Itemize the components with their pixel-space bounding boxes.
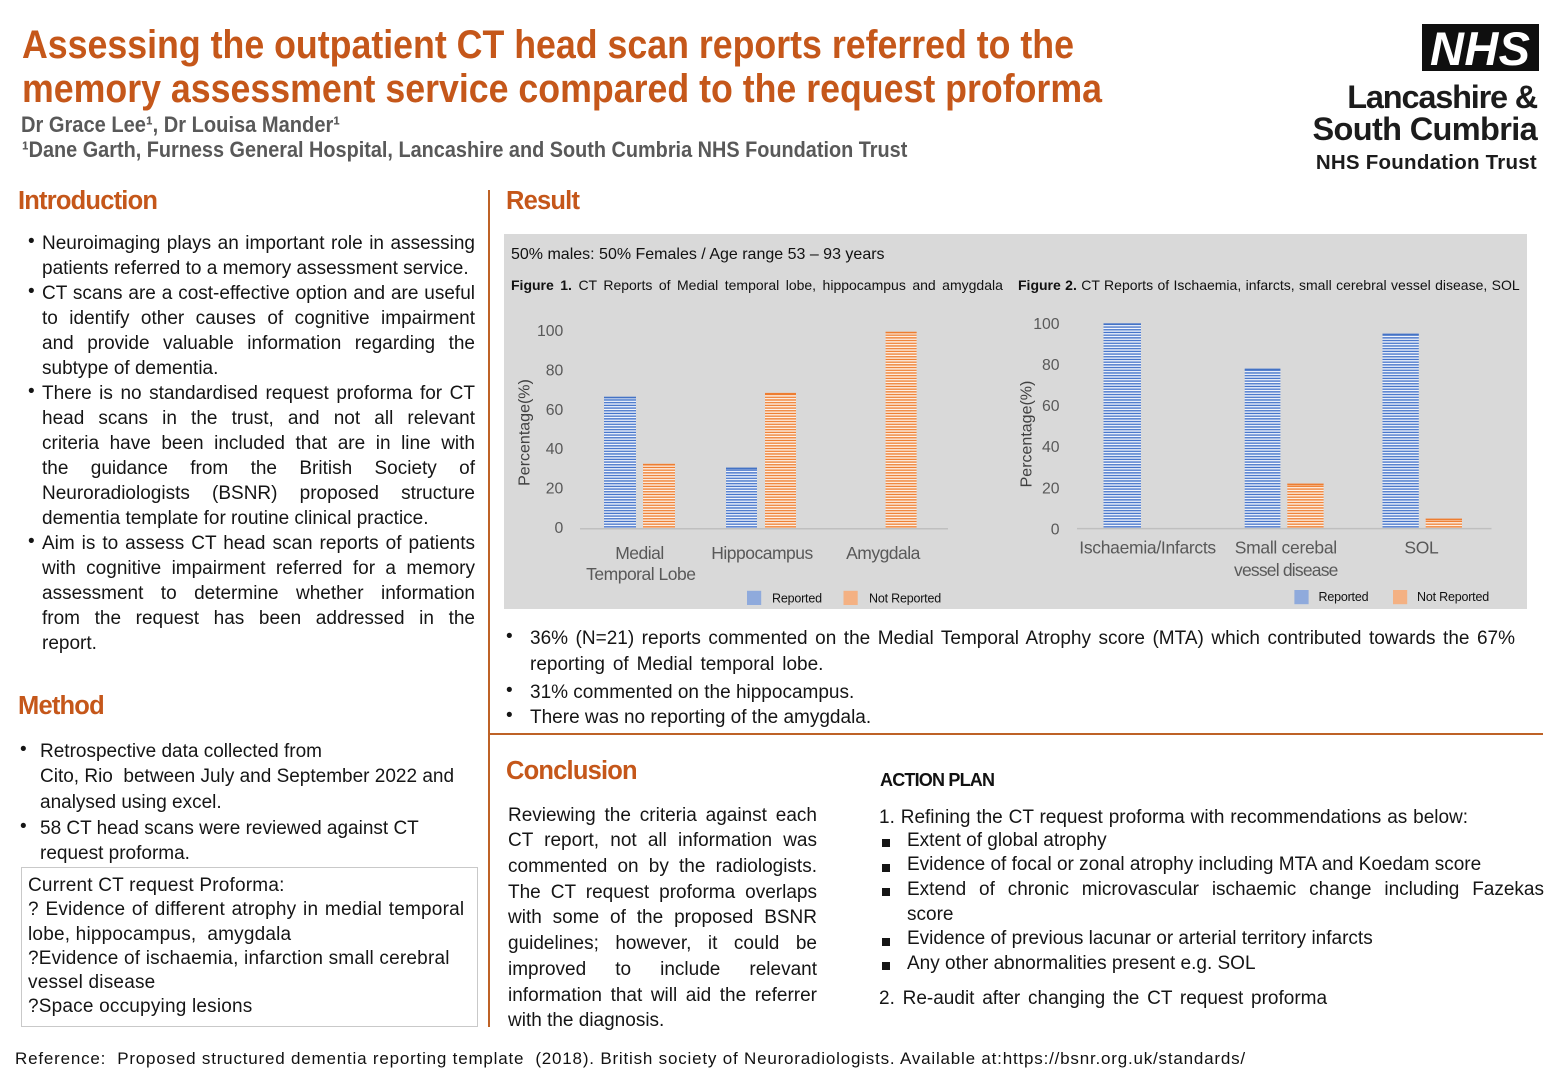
svg-text:40: 40 bbox=[1042, 439, 1060, 456]
svg-text:Temporal Lobe: Temporal Lobe bbox=[586, 564, 695, 584]
svg-text:Amygdala: Amygdala bbox=[846, 543, 921, 563]
svg-text:Not Reported: Not Reported bbox=[1417, 590, 1489, 604]
svg-text:Small cerebal: Small cerebal bbox=[1235, 537, 1337, 557]
svg-text:100: 100 bbox=[1033, 316, 1060, 333]
svg-text:Reported: Reported bbox=[772, 592, 822, 606]
svg-text:Reported: Reported bbox=[1319, 590, 1369, 604]
svg-text:0: 0 bbox=[1051, 521, 1060, 538]
svg-text:20: 20 bbox=[546, 481, 564, 498]
svg-text:Ischaemia/Infarcts: Ischaemia/Infarcts bbox=[1079, 537, 1216, 557]
svg-text:vessel disease: vessel disease bbox=[1234, 560, 1338, 580]
svg-text:NHS: NHS bbox=[1430, 24, 1530, 71]
svg-text:60: 60 bbox=[546, 402, 564, 419]
svg-text:100: 100 bbox=[537, 323, 564, 340]
svg-text:80: 80 bbox=[1042, 357, 1060, 374]
svg-text:80: 80 bbox=[546, 362, 564, 379]
svg-text:SOL: SOL bbox=[1404, 537, 1439, 557]
svg-text:Percentage(%): Percentage(%) bbox=[1019, 381, 1036, 488]
svg-text:60: 60 bbox=[1042, 398, 1060, 415]
svg-text:Percentage(%): Percentage(%) bbox=[517, 379, 534, 486]
svg-text:20: 20 bbox=[1042, 480, 1060, 497]
svg-text:Medial: Medial bbox=[615, 543, 664, 563]
svg-text:Not Reported: Not Reported bbox=[869, 592, 941, 606]
svg-text:Hippocampus: Hippocampus bbox=[711, 543, 813, 563]
svg-text:0: 0 bbox=[555, 520, 564, 537]
svg-text:40: 40 bbox=[546, 441, 564, 458]
